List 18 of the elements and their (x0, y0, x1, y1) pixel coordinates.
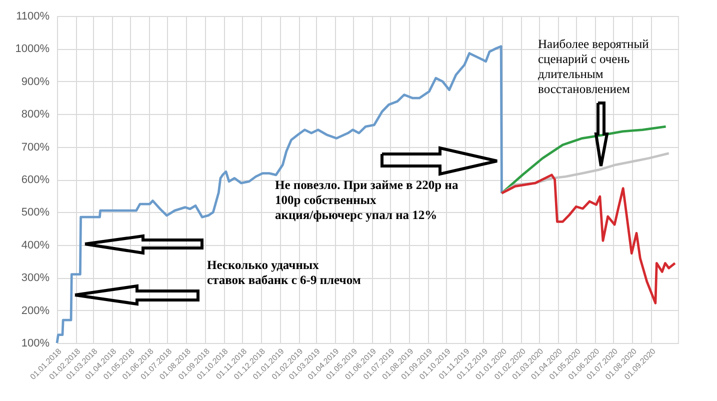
y-tick-label: 800% (21, 108, 50, 121)
annotation: Не повезло. При займе в 220р на 100р собственных акция/фьючерс упал на 12% (275, 178, 459, 222)
y-tick-label: 300% (21, 272, 50, 284)
line-series (500, 152, 670, 194)
annotation: Несколько удачных ставок вабанк с 6-9 плечом (207, 258, 362, 287)
y-tick-label: 500% (21, 206, 50, 219)
y-tick-label: 100% (21, 338, 50, 350)
y-tick-label: 200% (21, 304, 50, 317)
line-series (500, 174, 676, 304)
line-series (56, 45, 503, 344)
y-tick-label: 600% (21, 174, 50, 186)
y-tick-label: 700% (21, 141, 50, 154)
line-series (500, 125, 667, 194)
y-tick-label: 900% (21, 76, 50, 88)
y-tick-label: 1100% (16, 10, 50, 22)
y-tick-label: 1000% (15, 43, 50, 56)
y-tick-label: 400% (21, 239, 50, 252)
annotation: Наиболее вероятный сценарий с очень длительным восстановлением (538, 37, 650, 96)
